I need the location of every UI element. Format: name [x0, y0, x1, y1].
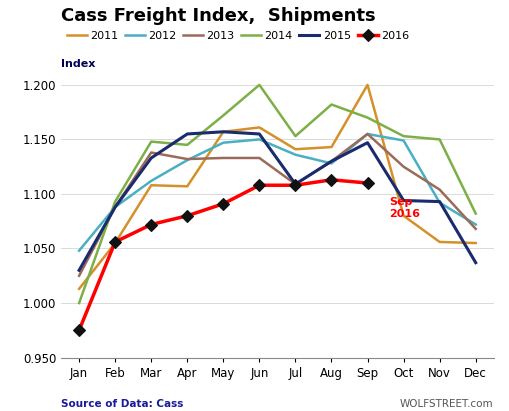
2011 — [364, 83, 371, 88]
2014 — [328, 102, 334, 107]
2011 — [401, 213, 407, 218]
Line: 2012: 2012 — [79, 134, 476, 251]
Line: 2011: 2011 — [79, 85, 476, 289]
2013 — [473, 226, 479, 231]
2014 — [437, 137, 443, 142]
2015 — [76, 268, 82, 273]
2012 — [473, 222, 479, 227]
2015 — [473, 260, 479, 265]
2011 — [257, 125, 263, 130]
Text: Source of Data: Cass: Source of Data: Cass — [61, 399, 183, 409]
2012 — [257, 137, 263, 142]
2015 — [328, 159, 334, 164]
2015 — [401, 198, 407, 203]
2013 — [184, 157, 190, 162]
2015 — [257, 132, 263, 136]
Line: 2015: 2015 — [79, 132, 476, 270]
Text: WOLFSTREET.com: WOLFSTREET.com — [400, 399, 494, 409]
2012 — [220, 140, 227, 145]
2016 — [292, 183, 298, 188]
2012 — [364, 132, 371, 136]
2012 — [328, 161, 334, 166]
2015 — [364, 140, 371, 145]
2011 — [328, 145, 334, 150]
2012 — [292, 152, 298, 157]
Text: Sep
2016: Sep 2016 — [389, 197, 420, 219]
Legend: 2011, 2012, 2013, 2014, 2015, 2016: 2011, 2012, 2013, 2014, 2015, 2016 — [67, 31, 409, 42]
2016 — [148, 222, 154, 227]
2012 — [76, 248, 82, 253]
2012 — [184, 158, 190, 163]
2011 — [76, 286, 82, 291]
2013 — [112, 205, 118, 210]
2014 — [112, 199, 118, 204]
Line: 2013: 2013 — [79, 134, 476, 276]
2013 — [257, 155, 263, 160]
2016 — [364, 180, 371, 185]
2014 — [76, 300, 82, 305]
2015 — [148, 155, 154, 160]
2016 — [257, 183, 263, 188]
2013 — [292, 182, 298, 187]
2013 — [148, 150, 154, 155]
2014 — [148, 139, 154, 144]
2014 — [364, 115, 371, 120]
2013 — [401, 164, 407, 169]
2014 — [257, 83, 263, 88]
2015 — [292, 182, 298, 187]
2015 — [184, 132, 190, 136]
2012 — [148, 178, 154, 183]
2013 — [437, 187, 443, 192]
2011 — [437, 240, 443, 245]
2012 — [112, 205, 118, 210]
2011 — [148, 183, 154, 188]
2013 — [364, 132, 371, 136]
2013 — [220, 155, 227, 160]
2013 — [328, 159, 334, 164]
2014 — [220, 113, 227, 118]
2012 — [401, 138, 407, 143]
Line: 2016: 2016 — [75, 175, 372, 335]
Line: 2014: 2014 — [79, 85, 476, 303]
2015 — [437, 199, 443, 204]
2011 — [184, 184, 190, 189]
2014 — [184, 142, 190, 147]
2012 — [437, 200, 443, 205]
Text: Cass Freight Index,  Shipments: Cass Freight Index, Shipments — [61, 7, 376, 25]
Text: Index: Index — [61, 58, 96, 69]
2016 — [220, 201, 227, 206]
2011 — [292, 147, 298, 152]
2015 — [112, 205, 118, 210]
2015 — [220, 129, 227, 134]
2016 — [184, 213, 190, 218]
2013 — [76, 273, 82, 278]
2016 — [112, 240, 118, 245]
2016 — [76, 328, 82, 333]
2014 — [401, 134, 407, 139]
2011 — [220, 129, 227, 134]
2011 — [112, 240, 118, 245]
2014 — [473, 211, 479, 216]
2016 — [328, 177, 334, 182]
2011 — [473, 240, 479, 245]
2014 — [292, 134, 298, 139]
